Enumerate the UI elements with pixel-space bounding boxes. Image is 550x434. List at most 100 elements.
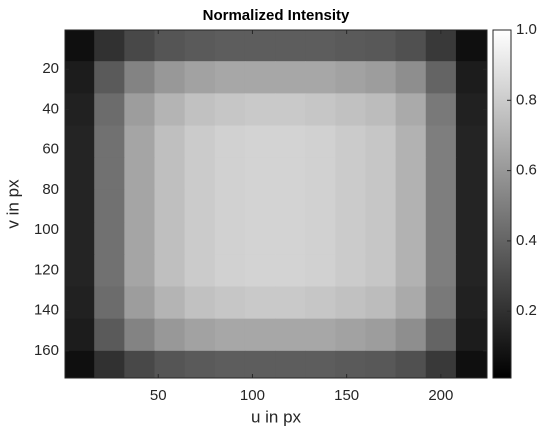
heatmap-cell — [425, 189, 457, 223]
heatmap-cell — [365, 93, 397, 127]
heatmap-cell — [305, 286, 336, 320]
heatmap-cell — [244, 93, 276, 127]
heatmap-cell — [335, 286, 366, 320]
x-tick-label: 100 — [240, 387, 265, 404]
heatmap-cell — [305, 254, 336, 287]
heatmap-cell — [154, 30, 186, 62]
heatmap-cell — [65, 189, 95, 223]
heatmap-cell — [395, 30, 427, 62]
heatmap-cell — [335, 61, 366, 94]
y-tick-label: 60 — [42, 141, 59, 158]
heatmap-cell — [94, 61, 125, 94]
y-tick-label: 40 — [42, 100, 59, 117]
heatmap-cell — [214, 189, 246, 223]
heatmap-cell — [94, 157, 125, 191]
y-tick-label: 120 — [34, 261, 59, 278]
heatmap-cell — [184, 157, 216, 191]
heatmap-cell — [65, 125, 95, 159]
heatmap-cell — [154, 254, 186, 287]
x-axis-label: u in px — [251, 407, 302, 426]
colorbar — [492, 29, 512, 379]
heatmap-cell — [244, 30, 276, 62]
heatmap-cell — [335, 30, 366, 62]
heatmap-cell — [425, 350, 457, 378]
colorbar-tick-label: 0.6 — [516, 162, 537, 179]
heatmap-cell — [275, 157, 306, 191]
colorbar-tick-label: 0.8 — [516, 91, 537, 108]
heatmap-cell — [214, 286, 246, 320]
heatmap-cell — [124, 157, 155, 191]
heatmap-cell — [124, 318, 155, 352]
heatmap-cell — [184, 189, 216, 223]
heatmap-cell — [305, 222, 336, 255]
heatmap-cell — [65, 350, 95, 378]
heatmap-cell — [94, 286, 125, 320]
heatmap-cell — [395, 125, 427, 159]
heatmap-cell — [455, 318, 487, 352]
heatmap-cell — [94, 93, 125, 127]
heatmap-cell — [455, 93, 487, 127]
heatmap-cell — [455, 157, 487, 191]
chart-title: Normalized Intensity — [203, 7, 350, 24]
heatmap-cell — [305, 189, 336, 223]
heatmap-cell — [124, 189, 155, 223]
heatmap-cell — [94, 318, 125, 352]
y-axis-label: v in px — [3, 179, 22, 229]
heatmap-cell — [425, 286, 457, 320]
y-tick-label: 20 — [42, 60, 59, 77]
heatmap-cell — [305, 61, 336, 94]
colorbar-tick-label: 1.0 — [516, 21, 537, 38]
heatmap-cell — [184, 222, 216, 255]
heatmap-cell — [365, 125, 397, 159]
heatmap-cell — [124, 350, 155, 378]
heatmap-cell — [244, 125, 276, 159]
colorbar-tick-label: 0.4 — [516, 232, 537, 249]
heatmap-cell — [124, 222, 155, 255]
heatmap-cell — [184, 125, 216, 159]
heatmap-cell — [154, 222, 186, 255]
heatmap-cell — [455, 350, 487, 378]
heatmap-cells — [65, 30, 487, 378]
heatmap-cell — [214, 125, 246, 159]
heatmap-cell — [425, 61, 457, 94]
heatmap-cell — [425, 157, 457, 191]
heatmap-cell — [275, 125, 306, 159]
heatmap-cell — [395, 350, 427, 378]
heatmap-cell — [455, 125, 487, 159]
heatmap-cell — [455, 254, 487, 287]
heatmap-cell — [65, 93, 95, 127]
heatmap-cell — [455, 189, 487, 223]
x-tick-label: 200 — [428, 387, 453, 404]
heatmap-cell — [275, 286, 306, 320]
heatmap-cell — [335, 93, 366, 127]
heatmap-cell — [154, 350, 186, 378]
heatmap-cell — [154, 318, 186, 352]
heatmap-cell — [455, 30, 487, 62]
heatmap-cell — [184, 286, 216, 320]
y-tick-label: 80 — [42, 181, 59, 198]
heatmap-cell — [365, 157, 397, 191]
heatmap-cell — [244, 254, 276, 287]
heatmap-cell — [275, 318, 306, 352]
heatmap-cell — [154, 61, 186, 94]
heatmap-cell — [94, 125, 125, 159]
heatmap-cell — [395, 286, 427, 320]
heatmap-cell — [244, 61, 276, 94]
heatmap-cell — [425, 222, 457, 255]
heatmap-cell — [214, 254, 246, 287]
heatmap-cell — [425, 30, 457, 62]
heatmap-cell — [65, 286, 95, 320]
heatmap-cell — [94, 189, 125, 223]
heatmap-cell — [244, 350, 276, 378]
heatmap-cell — [65, 254, 95, 287]
heatmap-cell — [244, 286, 276, 320]
heatmap-cell — [154, 125, 186, 159]
colorbar-tick-label: 0.2 — [516, 302, 537, 319]
heatmap-cell — [184, 254, 216, 287]
heatmap-cell — [214, 222, 246, 255]
heatmap-cell — [244, 189, 276, 223]
heatmap-cell — [244, 318, 276, 352]
heatmap-cell — [425, 93, 457, 127]
heatmap-cell — [455, 61, 487, 94]
y-tick-label: 160 — [34, 342, 59, 359]
